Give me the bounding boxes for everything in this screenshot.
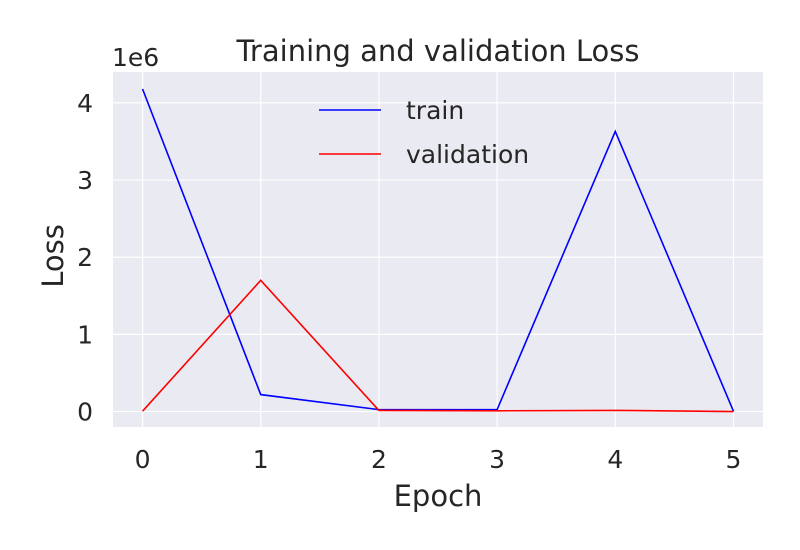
series-layer [141,88,735,413]
x-tick-label: 1 [253,445,269,474]
y-tick-label: 2 [77,243,93,272]
x-axis-label: Epoch [394,479,483,513]
x-axis-ticks: 0 1 2 3 4 5 [135,445,742,474]
y-axis-label: Loss [36,224,70,288]
x-tick-label: 2 [371,445,387,474]
y-tick-label: 4 [77,89,93,118]
y-tick-label: 0 [77,398,93,427]
legend-label-validation: validation [406,140,529,169]
x-tick-label: 3 [489,445,505,474]
series-line-train [141,88,735,412]
x-tick-label: 5 [726,445,742,474]
series-line-validation [141,279,734,413]
y-tick-label: 3 [77,166,93,195]
chart-title: Training and validation Loss [235,34,639,68]
y-tick-label: 1 [77,320,93,349]
legend-label-train: train [406,96,464,125]
y-axis-ticks: 0 1 2 3 4 [77,89,93,427]
x-tick-label: 4 [607,445,623,474]
plot-area [113,72,763,427]
x-tick-label: 0 [135,445,151,474]
y-offset-label: 1e6 [112,43,159,72]
legend: train validation [319,96,529,169]
